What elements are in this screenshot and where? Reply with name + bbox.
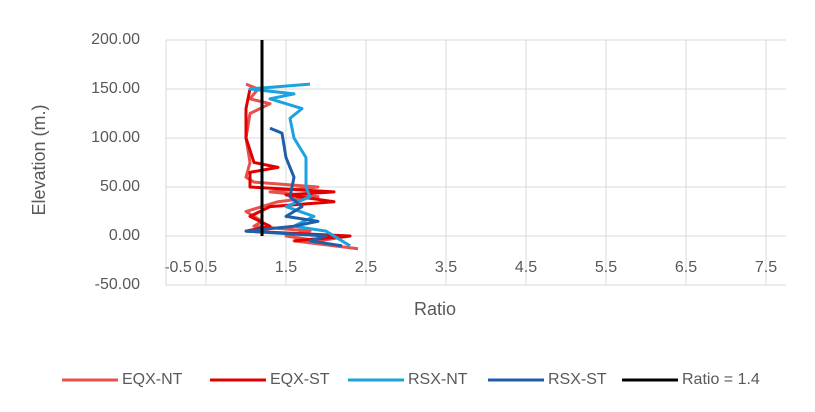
x-tick-label: 7.5 xyxy=(755,259,777,276)
x-tick-label: 1.5 xyxy=(275,259,297,276)
x-axis-title: Ratio xyxy=(414,299,456,319)
x-tick-label: -0.5 xyxy=(164,259,192,276)
legend-label: Ratio = 1.4 xyxy=(682,371,760,388)
y-tick-label: 100.00 xyxy=(91,129,140,146)
x-tick-label: 5.5 xyxy=(595,259,617,276)
legend-label: RSX-ST xyxy=(548,371,607,388)
y-tick-label: 0.00 xyxy=(109,227,140,244)
x-tick-label: 3.5 xyxy=(435,259,457,276)
y-tick-label: -50.00 xyxy=(95,276,140,293)
legend-label: EQX-ST xyxy=(270,371,330,388)
chart: Elevation (m.) Ratio -50.00 0.00 50.00 100.… xyxy=(0,0,815,412)
y-axis-title: Elevation (m.) xyxy=(29,104,49,215)
x-tick-label: 6.5 xyxy=(675,259,697,276)
legend-label: EQX-NT xyxy=(122,371,183,388)
x-tick-label: 4.5 xyxy=(515,259,537,276)
y-tick-label: 50.00 xyxy=(100,178,140,195)
x-tick-label: 0.5 xyxy=(195,259,217,276)
y-tick-label: 200.00 xyxy=(91,31,140,48)
legend-label: RSX-NT xyxy=(408,371,468,388)
y-tick-label: 150.00 xyxy=(91,80,140,97)
x-tick-label: 2.5 xyxy=(355,259,377,276)
